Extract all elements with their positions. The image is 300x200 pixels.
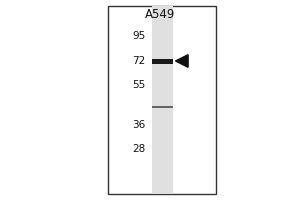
Text: 36: 36 <box>132 120 146 130</box>
FancyBboxPatch shape <box>152 106 172 108</box>
FancyBboxPatch shape <box>152 58 172 64</box>
Text: 72: 72 <box>132 56 146 66</box>
Text: 55: 55 <box>132 80 146 90</box>
FancyBboxPatch shape <box>152 6 172 194</box>
Polygon shape <box>176 55 188 67</box>
Text: A549: A549 <box>145 8 176 21</box>
FancyBboxPatch shape <box>108 6 216 194</box>
Text: 28: 28 <box>132 144 146 154</box>
Text: 95: 95 <box>132 31 146 41</box>
